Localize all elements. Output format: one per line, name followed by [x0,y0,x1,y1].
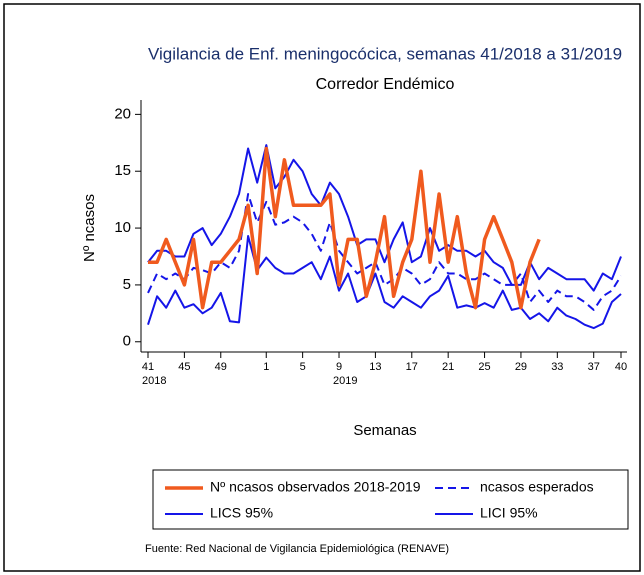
series-line [147,235,622,330]
x-tick-label: 29 [515,361,527,373]
y-tick-label: 10 [114,219,131,236]
y-tick-label: 20 [114,105,131,122]
x-tick-label: 40 [615,361,627,373]
x-tick-label: 33 [551,361,563,373]
y-tick-label: 5 [123,276,131,293]
x-tick-label: 37 [588,361,600,373]
y-tick-label: 0 [123,333,131,350]
legend-label: Nº ncasos observados 2018-2019 [210,479,421,495]
x-tick-label: 13 [369,361,381,373]
x-tick-label: 17 [406,361,418,373]
series-line [147,193,622,311]
x-tick-label: 21 [442,361,454,373]
x-tick-label: 1 [263,361,269,373]
y-tick-label: 15 [114,162,131,179]
x-tick-label: 9 [336,361,342,373]
y-axis-label: Nº ncasos [81,194,98,262]
x-axis-label: Semanas [353,422,416,439]
x-year-label: 2019 [333,375,357,387]
series-line [148,146,541,310]
legend-label: ncasos esperados [480,479,594,495]
series-line [147,144,622,292]
legend-label: LICS 95% [210,505,273,521]
x-tick-label: 25 [478,361,490,373]
legend-label: LICI 95% [480,505,538,521]
x-tick-label: 5 [300,361,306,373]
chart-title: Vigilancia de Enf. meningocócica, semana… [148,44,622,63]
x-year-label: 2018 [142,375,166,387]
x-tick-label: 49 [215,361,227,373]
chart-subtitle: Corredor Endémico [316,76,455,93]
x-tick-label: 41 [142,361,154,373]
source-note: Fuente: Red Nacional de Vigilancia Epide… [145,543,449,555]
legend-box [152,469,629,530]
x-tick-label: 45 [178,361,190,373]
